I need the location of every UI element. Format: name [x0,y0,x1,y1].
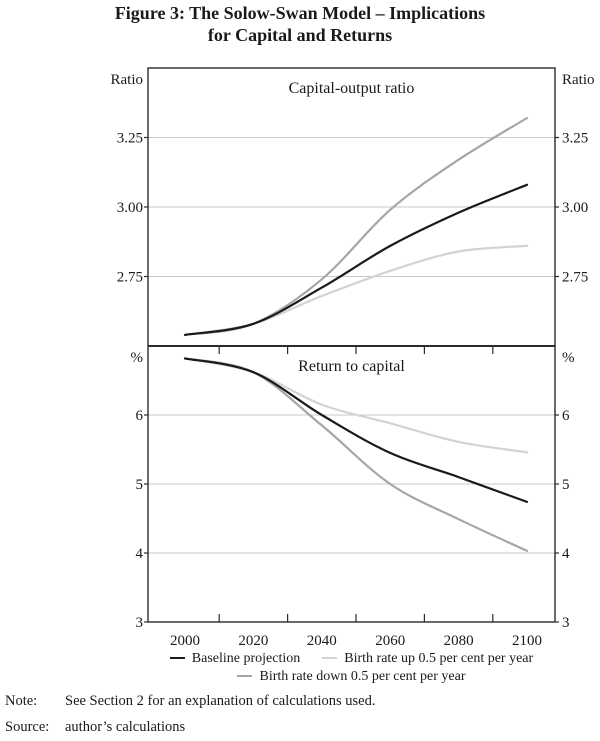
note-text: See Section 2 for an explanation of calc… [65,693,376,709]
legend-swatch-birth-rate-up-0-5-per-cent-per-year [322,656,338,659]
chart-legend: Baseline projection Birth rate up 0.5 per… [148,650,555,686]
note-label: Note: [5,693,38,709]
y-tick-label-left: 5 [136,477,144,493]
panel-title-capital-output-ratio: Capital-output ratio [289,80,415,97]
figure-title-line1: Figure 3: The Solow-Swan Model – Implica… [114,3,486,23]
y-tick-label-left: 3.25 [117,131,143,147]
x-tick-label-2020: 2020 [238,633,268,649]
series-line-baseline-projection [183,357,529,503]
x-tick-label-2060: 2060 [375,633,405,649]
y-tick-label-left: 2.75 [117,270,143,286]
x-tick-label-2100: 2100 [512,633,542,649]
x-tick-label-2000: 2000 [170,633,200,649]
series-line-birth-rate-down-0-5-per-cent-per-year [183,357,529,552]
notes-block: Note: See Section 2 for an explanation of… [5,694,595,741]
y-tick-label-right: 3.00 [562,200,588,216]
y-tick-label-left: 6 [136,408,144,424]
series-line-birth-rate-up-0-5-per-cent-per-year [183,244,529,336]
y-tick-label-left: 3.00 [117,200,143,216]
y-tick-label-right: 6 [562,408,570,424]
note-row: Note: See Section 2 for an explanation of… [5,694,595,709]
source-row: Source: author’s calculations [5,720,595,735]
legend-item-birth-rate-up-0-5-per-cent-per-year: Birth rate up 0.5 per cent per year [322,650,533,668]
legend-label-birth-rate-up-0-5-per-cent-per-year: Birth rate up 0.5 per cent per year [344,651,534,666]
source-label: Source: [5,719,50,735]
legend-swatch-baseline-projection [169,656,185,659]
y-tick-label-right: 2.75 [562,270,588,286]
y-tick-label-left: 4 [136,546,144,562]
y-tick-label-left: 3 [136,615,144,631]
y-tick-label-right: 5 [562,477,570,493]
legend-row-2: Birth rate down 0.5 per cent per year [148,668,555,686]
figure-title: Figure 3: The Solow-Swan Model – Implica… [0,2,600,46]
series-line-birth-rate-down-0-5-per-cent-per-year [183,116,529,336]
y-tick-label-right: 3 [562,615,570,631]
unit-label-left: % [131,350,144,366]
y-tick-label-right: 3.25 [562,131,588,147]
x-tick-label-2040: 2040 [307,633,337,649]
unit-label-right: % [562,350,575,366]
source-text: author’s calculations [65,719,186,735]
figure-title-line2: for Capital and Returns [207,25,393,45]
panel-title-return-to-capital: Return to capital [298,358,405,375]
legend-item-birth-rate-down-0-5-per-cent-per-year: Birth rate down 0.5 per cent per year [237,668,466,686]
x-tick-label-2080: 2080 [444,633,474,649]
series-line-baseline-projection [183,183,529,336]
unit-label-right: Ratio [562,72,595,88]
legend-label-baseline-projection: Baseline projection [191,651,301,666]
y-tick-label-right: 4 [562,546,570,562]
legend-item-baseline-projection: Baseline projection [169,650,301,668]
legend-row-1: Baseline projection Birth rate up 0.5 per… [148,650,555,668]
unit-label-left: Ratio [111,72,144,88]
legend-swatch-birth-rate-down-0-5-per-cent-per-year [237,674,253,677]
legend-label-birth-rate-down-0-5-per-cent-per-year: Birth rate down 0.5 per cent per year [259,669,466,685]
